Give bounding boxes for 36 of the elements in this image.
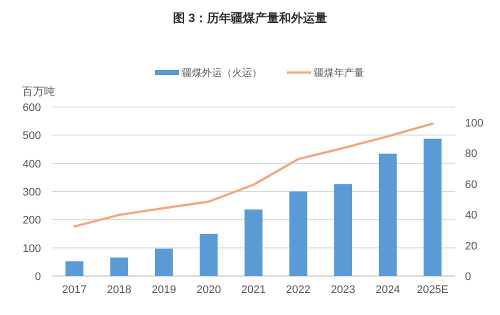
x-tick-label: 2020	[196, 284, 221, 296]
y-tick-label: 200	[22, 214, 41, 227]
x-tick-label: 2021	[241, 284, 266, 296]
bar	[378, 154, 397, 276]
y-tick-label: 400	[22, 158, 41, 170]
y2-tick-label: 100	[465, 117, 484, 130]
y2-tick-label: 60	[465, 178, 478, 191]
y-axis-title: 百万吨	[22, 85, 55, 98]
y-tick-label: 300	[22, 186, 41, 198]
bar	[289, 192, 308, 276]
x-tick-label: 2023	[330, 284, 356, 296]
y-tick-label: 0	[34, 271, 41, 283]
bar	[110, 258, 128, 276]
line-series	[73, 122, 434, 228]
x-tick-label: 2018	[106, 284, 132, 296]
y-tick-label: 100	[22, 242, 41, 255]
legend-label: 疆煤外运（火运）	[182, 67, 262, 79]
y-tick-label: 600	[22, 102, 41, 114]
bar	[200, 234, 218, 276]
bar	[154, 248, 173, 276]
x-tick-label: 2024	[376, 284, 400, 296]
y2-tick-label: 0	[465, 271, 472, 283]
x-tick-label: 2025E	[416, 284, 449, 296]
bar	[65, 261, 84, 276]
x-tick-label: 2019	[152, 284, 176, 296]
y-tick-label: 500	[22, 130, 41, 142]
bar	[424, 138, 442, 276]
legend-label: 疆煤年产量	[314, 67, 364, 79]
bar	[334, 184, 352, 276]
x-tick-label: 2017	[62, 284, 87, 296]
y2-tick-label: 40	[465, 210, 478, 222]
bar	[244, 209, 262, 276]
y2-tick-label: 20	[465, 240, 478, 252]
chart-title: 图 3：历年疆煤产量和外运量	[172, 11, 328, 25]
x-tick-label: 2022	[286, 284, 311, 296]
y2-tick-label: 80	[465, 148, 478, 160]
